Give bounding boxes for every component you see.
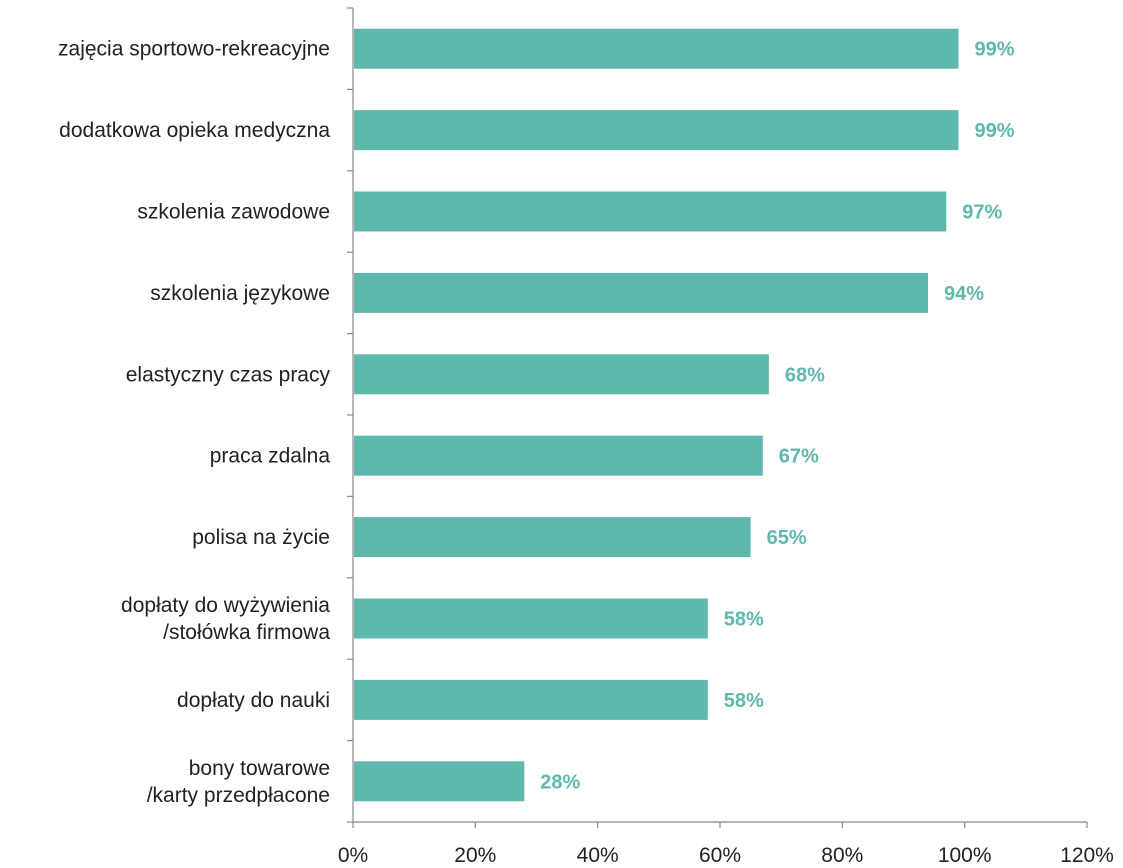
data-label: 68%: [785, 364, 825, 386]
data-label: 28%: [540, 771, 580, 793]
category-label: szkolenia zawodowe: [137, 201, 330, 224]
data-label: 65%: [767, 527, 807, 549]
bar: [354, 517, 751, 558]
bar: [354, 191, 947, 232]
x-tick-label: 120%: [1060, 844, 1114, 867]
category-label: praca zdalna: [210, 445, 331, 468]
bar: [354, 354, 769, 395]
category-label: bony towarowe/karty przedpłacone: [147, 757, 330, 807]
x-tick-label: 20%: [454, 844, 496, 867]
x-tick-label: 40%: [577, 844, 619, 867]
data-label: 97%: [962, 202, 1002, 224]
bar: [354, 679, 708, 720]
category-label: dopłaty do wyżywienia/stołówka firmowa: [121, 594, 330, 644]
bar: [354, 435, 763, 476]
bars-layer: [354, 28, 959, 802]
bar: [354, 272, 928, 313]
category-label: zajęcia sportowo-rekreacyjne: [58, 38, 330, 61]
category-label: polisa na życie: [192, 526, 330, 549]
axis-layer: [347, 7, 1088, 828]
data-label: 99%: [975, 120, 1015, 142]
data-label: 58%: [724, 690, 764, 712]
x-tick-label: 60%: [699, 844, 741, 867]
bar: [354, 598, 708, 639]
bar: [354, 761, 525, 802]
category-label: szkolenia językowe: [150, 282, 330, 305]
data-label: 67%: [779, 446, 819, 468]
bar: [354, 28, 959, 69]
category-label: dodatkowa opieka medyczna: [59, 119, 330, 142]
data-label: 94%: [944, 283, 984, 305]
bar: [354, 110, 959, 151]
data-label: 58%: [724, 609, 764, 631]
x-tick-label: 100%: [938, 844, 992, 867]
x-tick-label: 0%: [338, 844, 368, 867]
category-label: dopłaty do nauki: [177, 689, 330, 712]
x-tick-label: 80%: [821, 844, 863, 867]
category-label: elastyczny czas pracy: [126, 363, 331, 386]
data-label: 99%: [975, 39, 1015, 61]
labels-layer: zajęcia sportowo-rekreacyjne 99% dodatkowa…: [58, 38, 1114, 867]
